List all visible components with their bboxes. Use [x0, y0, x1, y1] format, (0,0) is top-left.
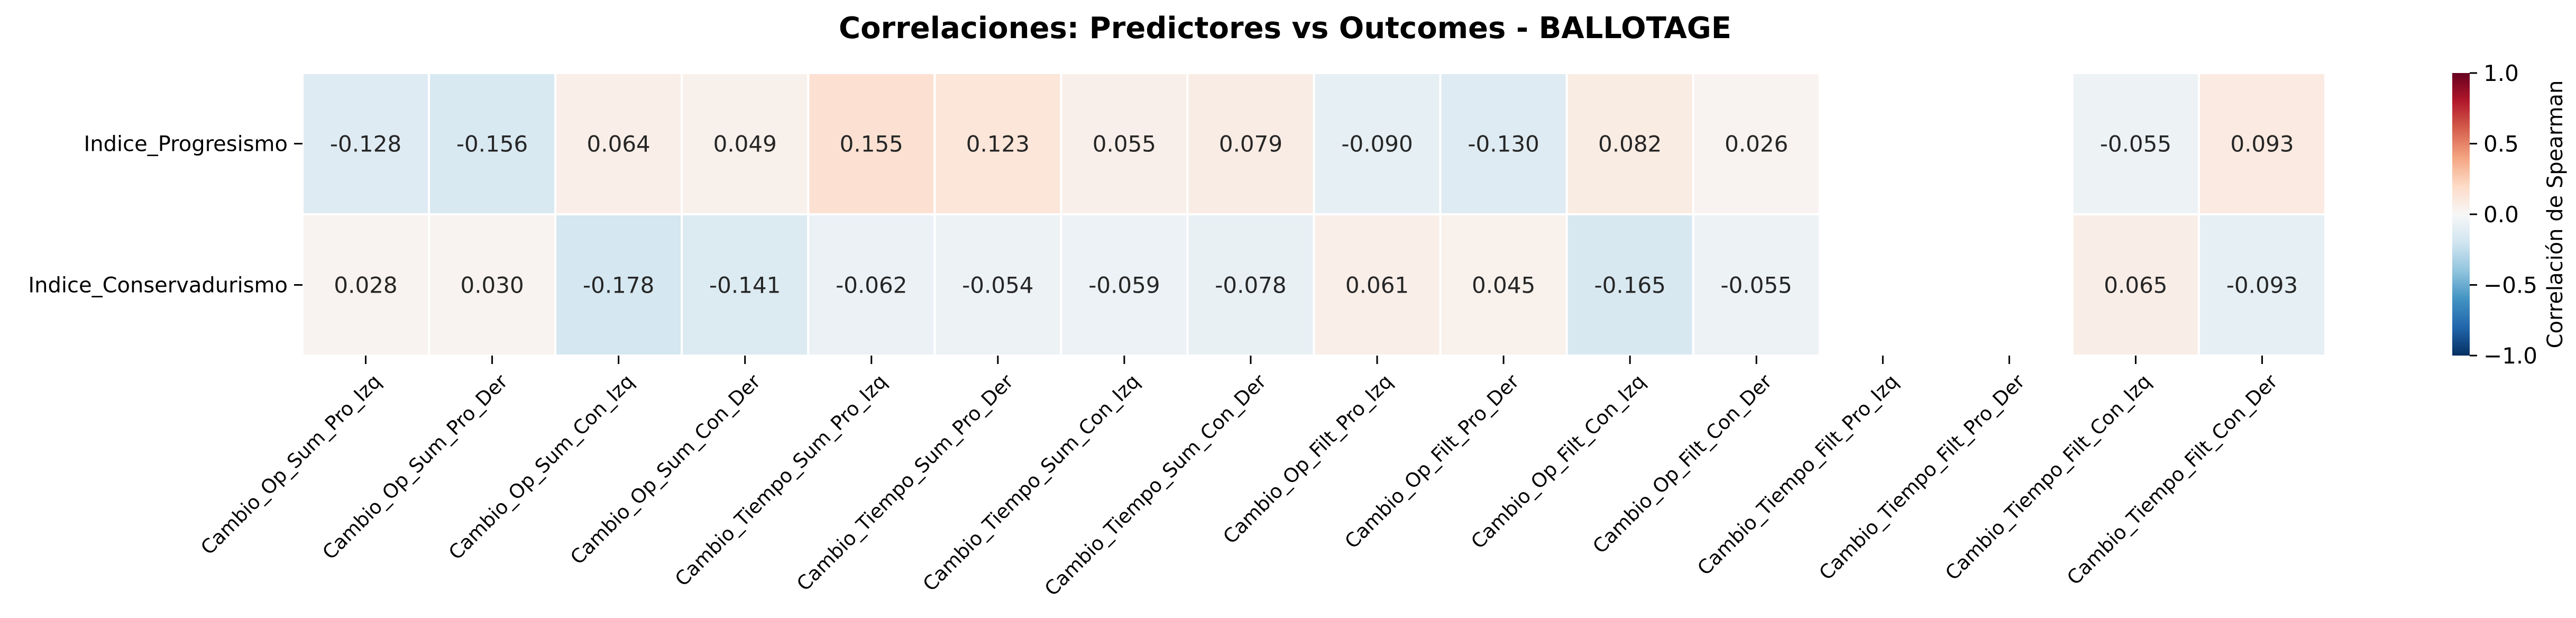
heatmap-cell: [428, 213, 557, 357]
colorbar-tick-label: 0.5: [2483, 131, 2519, 157]
cell-value-label: 0.065: [2104, 272, 2167, 298]
cell-value-label: 0.079: [1219, 131, 1282, 157]
chart-title: Correlaciones: Predictores vs Outcomes -…: [839, 11, 1731, 46]
column-label: Cambio_Tiempo_Filt_Pro_Izq: [1693, 370, 1903, 580]
heatmap-cell: [1692, 213, 1821, 357]
colorbar-gradient: [2452, 73, 2470, 356]
cell-value-label: 0.123: [966, 131, 1030, 157]
heatmap-cell: [1692, 72, 1821, 215]
cell-value-label: 0.064: [587, 131, 650, 157]
cell-value-label: -0.059: [1088, 272, 1160, 298]
cell-value-label: -0.156: [456, 131, 528, 157]
cell-value-label: 0.155: [840, 131, 903, 157]
column-label: Cambio_Tiempo_Sum_Con_Der: [1040, 370, 1271, 601]
cell-value-label: 0.061: [1345, 272, 1409, 298]
cell-value-label: 0.093: [2230, 131, 2294, 157]
heatmap-cell: [554, 213, 683, 357]
heatmap-cell: [933, 72, 1062, 215]
cell-value-label: -0.054: [962, 272, 1033, 298]
heatmap-cell: [2197, 213, 2326, 357]
cell-value-label: 0.049: [713, 131, 777, 157]
colorbar-label: Correlación de Spearman: [2543, 80, 2568, 349]
heatmap-cell: [681, 213, 810, 357]
cell-value-label: 0.045: [1472, 272, 1535, 298]
row-label: Indice_Progresismo: [84, 132, 288, 157]
heatmap-cell: [807, 213, 936, 357]
column-label: Cambio_Tiempo_Filt_Con_Der: [2062, 370, 2282, 589]
cell-value-label: -0.130: [1468, 131, 1539, 157]
column-label: Cambio_Tiempo_Sum_Pro_Der: [792, 370, 1018, 596]
heatmap-cell: [933, 213, 1062, 357]
column-label: Cambio_Tiempo_Sum_Con_Izq: [919, 370, 1144, 596]
cell-value-label: 0.030: [460, 272, 524, 298]
row-label: Indice_Conservadurismo: [28, 274, 288, 298]
heatmap-cell: [1186, 72, 1315, 215]
column-label: Cambio_Tiempo_Sum_Pro_Izq: [671, 370, 891, 590]
cell-value-label: 0.028: [334, 272, 397, 298]
cell-value-label: -0.078: [1215, 272, 1286, 298]
cell-value-label: -0.062: [836, 272, 907, 298]
heatmap-cells: -0.128 -0.156 0.064 0.049 0.155 0.123 0.055 0.0…: [301, 72, 2326, 357]
cell-value-label: -0.141: [709, 272, 781, 298]
heatmap-cell: [681, 72, 810, 215]
cell-value-label: -0.165: [1594, 272, 1665, 298]
cell-value-label: -0.090: [1341, 131, 1413, 157]
colorbar-tick-label: 0.0: [2483, 202, 2519, 228]
cell-value-label: -0.055: [2100, 131, 2171, 157]
cell-value-label: -0.055: [1721, 272, 1792, 298]
colorbar-tick-label: 1.0: [2483, 60, 2519, 86]
heatmap-cell: [1186, 213, 1315, 357]
heatmap-cell: [1313, 213, 1442, 357]
cell-value-label: 0.055: [1093, 131, 1156, 157]
row-labels: Indice_Progresismo Indice_Conservadurismo: [28, 132, 302, 298]
colorbar-tick-label: −1.0: [2483, 343, 2537, 369]
heatmap-cell: [428, 72, 557, 215]
cell-value-label: 0.026: [1725, 131, 1788, 157]
heatmap-cell: [1565, 213, 1694, 357]
column-labels: Cambio_Op_Sum_Pro_IzqCambio_Op_Sum_Pro_D…: [196, 356, 2282, 601]
colorbar-tick-label: −0.5: [2483, 272, 2537, 298]
cell-value-label: 0.082: [1598, 131, 1662, 157]
column-label: Cambio_Tiempo_Filt_Con_Izq: [1941, 370, 2156, 585]
heatmap-cell: [2197, 72, 2326, 215]
heatmap-cell: [1439, 72, 1568, 215]
heatmap-cell: [301, 72, 430, 215]
cell-value-label: -0.128: [330, 131, 401, 157]
cell-value-label: -0.178: [583, 272, 654, 298]
heatmap-cell: [554, 72, 683, 215]
cell-value-label: -0.093: [2226, 272, 2298, 298]
heatmap-cell: [2071, 213, 2200, 357]
heatmap-cell: [1060, 213, 1189, 357]
column-label: Cambio_Tiempo_Filt_Pro_Der: [1814, 370, 2029, 585]
